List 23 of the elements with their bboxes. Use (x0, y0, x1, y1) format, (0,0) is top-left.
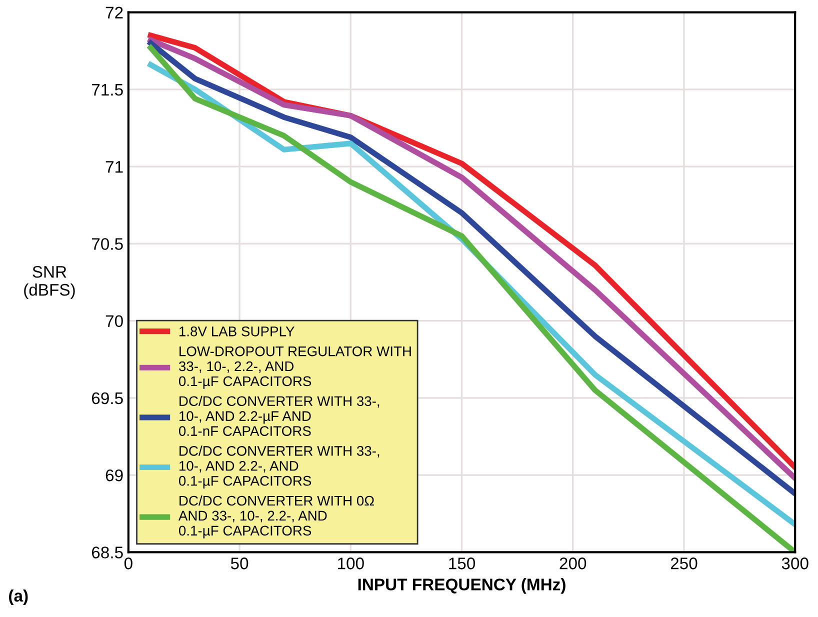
x-tick-label: 150 (449, 558, 476, 570)
legend-label: DC/DC CONVERTER WITH 33-, 10-, AND 2.2-, AND 0.1-µF CAPACITORS (178, 446, 380, 489)
y-tick-label: 71.5 (92, 84, 123, 96)
y-axis-title: SNR (dBFS) (24, 266, 75, 300)
y-tick-label: 70.5 (92, 238, 123, 250)
y-tick-label: 70 (106, 315, 123, 328)
x-tick-label: 0 (124, 558, 132, 570)
x-tick-label: 300 (782, 558, 808, 570)
y-tick-label: 69.5 (92, 392, 123, 404)
text: (a) (9, 589, 28, 606)
legend-label: 1.8V LAB SUPPLY (179, 326, 294, 336)
legend-label: DC/DC CONVERTER WITH 33-, 10-, AND 2.2-µF AND 0.1-nF CAPACITORS (178, 396, 380, 436)
y-tick-label: 72 (106, 6, 123, 18)
x-tick-label: 250 (670, 558, 698, 570)
x-axis-title: INPUT FREQUENCY (MHz) (358, 578, 566, 594)
x-tick-label: 200 (560, 558, 586, 570)
x-tick-label: 50 (230, 558, 248, 570)
y-tick-label: 71 (106, 161, 123, 173)
y-tick-label: 68.5 (92, 546, 123, 558)
x-tick-label: 100 (338, 558, 364, 570)
legend-label: DC/DC CONVERTER WITH 0Ω AND 33-, 10-, 2.2-, AND 0.1-µF CAPACITORS (178, 495, 374, 538)
y-tick-label: 69 (106, 469, 123, 482)
legend-label: LOW-DROPOUT REGULATOR WITH 33-, 10-, 2.2-, AND 0.1-µF CAPACITORS (178, 346, 411, 389)
